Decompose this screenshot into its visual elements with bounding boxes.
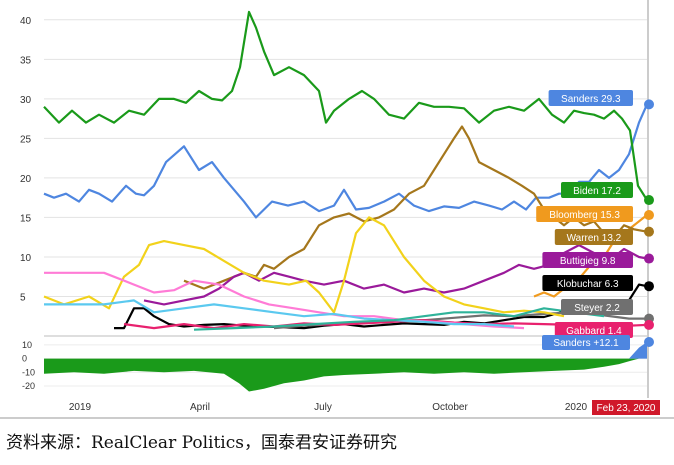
badge-label-klobuchar: Klobuchar 6.3 [557, 279, 619, 290]
series-line-unnamed-8 [43, 216, 565, 318]
end-marker-sanders [644, 99, 654, 110]
source-caption: 资料来源：RealClear Politics，国泰君安证券研究 [6, 433, 397, 453]
series-line-buttigieg [143, 244, 648, 306]
x-tick-label: October [432, 402, 468, 413]
y-tick-label: 15 [20, 213, 32, 224]
spread-badge-label: Sanders +12.1 [553, 338, 619, 349]
spread-area-negative [44, 358, 647, 392]
spread-area-positive [629, 342, 647, 359]
current-date-badge-label: Feb 23, 2020 [597, 403, 656, 414]
spread-end-marker [644, 336, 654, 347]
badge-label-steyer: Steyer 2.2 [574, 303, 620, 314]
badge-bg-warren [554, 229, 633, 245]
x-tick-label: 2020 [565, 402, 588, 413]
end-marker-biden [644, 195, 654, 206]
end-marker-buttigieg [644, 253, 654, 264]
badge-label-sanders: Sanders 29.3 [561, 94, 621, 105]
sub-y-tick-label: -20 [22, 381, 35, 391]
spread-badge-bg [542, 335, 630, 350]
end-marker-gabbard [644, 319, 654, 330]
series-line-sanders [43, 103, 649, 219]
badge-label-gabbard: Gabbard 1.4 [566, 326, 622, 337]
series-line-unnamed-11 [193, 307, 605, 331]
badge-bg-klobuchar [542, 275, 633, 291]
x-tick-label: April [190, 402, 210, 413]
badge-label-warren: Warren 13.2 [567, 233, 622, 244]
end-marker-warren [644, 226, 654, 237]
y-tick-label: 40 [20, 16, 32, 27]
badge-label-buttigieg: Buttigieg 9.8 [560, 256, 616, 267]
y-tick-label: 25 [20, 134, 32, 145]
x-tick-label: 2019 [69, 402, 92, 413]
badge-bg-steyer [561, 299, 633, 315]
y-tick-label: 10 [20, 253, 32, 264]
x-tick-label: July [314, 402, 332, 413]
series-line-warren [183, 125, 648, 290]
end-marker-klobuchar [644, 281, 654, 292]
sub-y-tick-label: 10 [22, 340, 32, 350]
badge-bg-buttigieg [542, 252, 633, 268]
badge-bg-biden [561, 182, 633, 198]
badge-bg-gabbard [554, 322, 633, 338]
y-tick-label: 5 [20, 292, 26, 303]
y-tick-label: 35 [20, 55, 32, 66]
badge-label-biden: Biden 17.2 [573, 186, 621, 197]
sub-y-tick-label: -10 [22, 367, 35, 377]
series-line-unnamed-10 [44, 299, 515, 328]
badge-bg-sanders [548, 90, 633, 106]
end-marker-bloomberg [644, 210, 654, 221]
y-tick-label: 30 [20, 95, 32, 106]
current-date-badge-bg [592, 400, 660, 415]
y-tick-label: 20 [20, 174, 32, 185]
badge-label-bloomberg: Bloomberg 15.3 [549, 210, 620, 221]
series-line-biden [43, 10, 648, 201]
badge-bg-bloomberg [536, 206, 633, 222]
sub-y-tick-label: 0 [22, 354, 27, 364]
